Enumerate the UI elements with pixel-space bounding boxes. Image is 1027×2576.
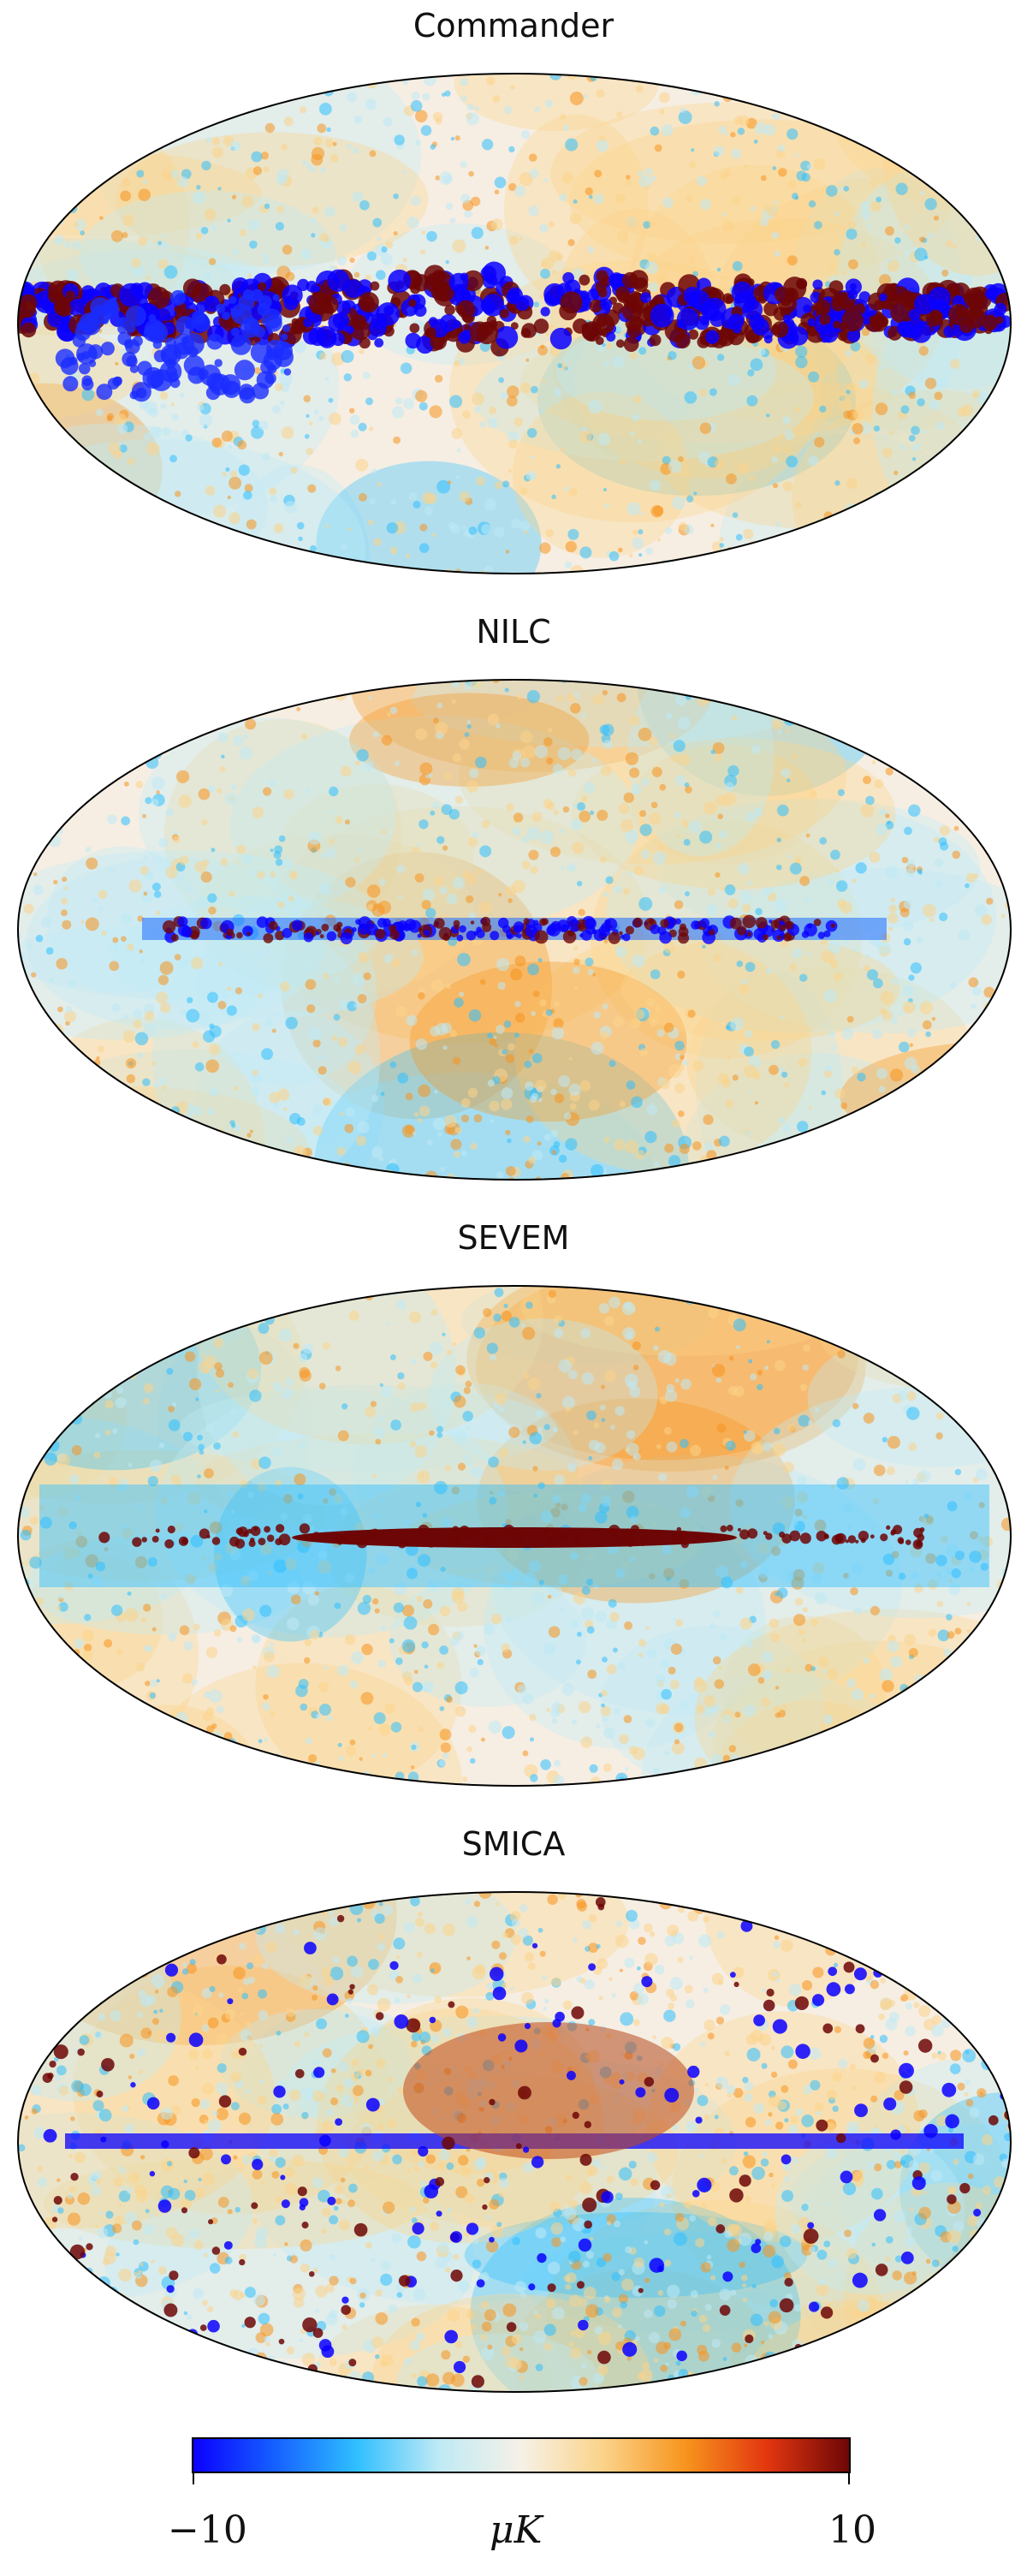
- map-title: SMICA: [461, 1825, 566, 1863]
- map-title: SEVEM: [457, 1219, 570, 1257]
- map-panel-nilc: NILC: [0, 606, 1027, 1197]
- map-title: NILC: [476, 613, 551, 651]
- mollweide-map: [17, 1891, 1012, 2393]
- colorbar-min-label: −10: [168, 2508, 247, 2552]
- map-panel-sevem: SEVEM: [0, 1212, 1027, 1803]
- mollweide-map: [17, 73, 1012, 574]
- map-title: Commander: [413, 7, 614, 45]
- colorbar-gradient: [192, 2437, 851, 2484]
- mollweide-map: [17, 1285, 1012, 1787]
- map-panel-smica: SMICA: [0, 1818, 1027, 2409]
- map-panel-commander: Commander: [0, 0, 1027, 591]
- colorbar-max-label: 10: [828, 2508, 876, 2552]
- colorbar-unit-label: μK: [490, 2508, 543, 2552]
- colorbar: −10 μK 10: [0, 2431, 1027, 2576]
- mollweide-map: [17, 679, 1012, 1181]
